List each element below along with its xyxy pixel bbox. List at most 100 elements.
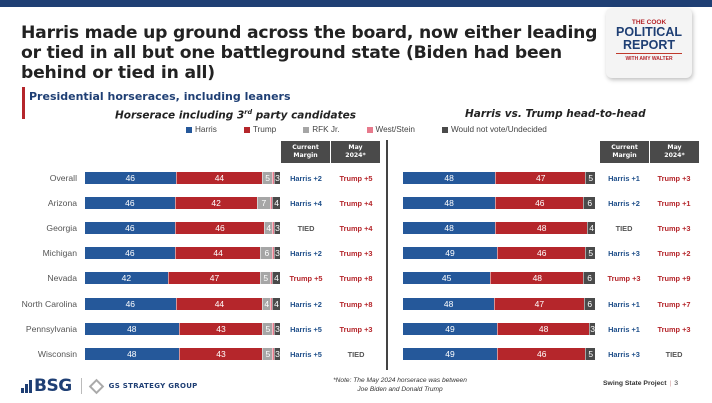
- bar-segment-would-not-vote-undecided: 6: [583, 297, 595, 310]
- bar-segment-would-not-vote-undecided: 3: [274, 347, 280, 360]
- category-label: Arizona: [47, 198, 77, 209]
- current-margin-value: Harris +2: [290, 299, 322, 309]
- bar-segment-would-not-vote-undecided: 6: [583, 272, 595, 285]
- may-2024-margin-value: Trump +3: [657, 324, 691, 334]
- left-stacked-bar: 46 44 5 3: [85, 172, 280, 184]
- legend-item: Harris: [186, 125, 217, 134]
- may-2024-margin-value: Trump +8: [339, 299, 373, 309]
- bar-segment-rfk-jr-: 7: [256, 197, 271, 210]
- legend-item: West/Stein: [366, 125, 415, 134]
- current-margin-value: Harris +2: [290, 174, 322, 183]
- header-line: 2024*: [664, 152, 685, 159]
- bar-segment-trump: 47: [494, 297, 584, 310]
- left-stacked-bar: 42 47 5 4: [85, 272, 280, 285]
- page-footer: Swing State Project | 3: [603, 380, 678, 387]
- bar-segment-rfk-jr-: 5: [262, 347, 273, 360]
- may-2024-margin-value: Trump +1: [657, 199, 691, 209]
- bsg-logo: BSG: [21, 376, 72, 396]
- may-2024-margin-value: Trump +3: [339, 249, 373, 259]
- bar-segment-west-stein: [272, 172, 275, 184]
- bar-segment-rfk-jr-: 6: [260, 247, 273, 260]
- category-label: Wisconsin: [37, 348, 77, 359]
- bar-segment-harris: 48: [403, 297, 495, 310]
- category-label: Michigan: [42, 248, 77, 259]
- current-margin-value: Harris +2: [290, 249, 322, 259]
- top-accent-bar: [0, 0, 712, 7]
- bar-segment-harris: 46: [85, 222, 175, 235]
- left-panel-title-superscript: rd: [244, 108, 253, 116]
- legend-swatch-icon: [243, 126, 250, 133]
- bar-segment-west-stein: [270, 272, 273, 285]
- bar-segment-harris: 45: [403, 272, 491, 285]
- left-panel-title-part-2: party candidates: [252, 109, 356, 122]
- page-number: 3: [674, 380, 678, 387]
- bar-segment-harris: 48: [85, 347, 179, 360]
- bar-segment-would-not-vote-undecided: 5: [585, 172, 595, 184]
- bar-segment-trump: 46: [497, 347, 586, 360]
- may-2024-margin-value: Trump +5: [339, 174, 373, 183]
- right-may-2024-header: May 2024*: [650, 141, 699, 163]
- logo-line-4: WITH AMY WALTER: [625, 56, 673, 62]
- category-label: Pennsylvania: [25, 323, 77, 334]
- current-margin-value: Harris +1: [608, 324, 640, 334]
- legend-item: Would not vote/Undecided: [441, 125, 547, 134]
- legend-swatch-icon: [441, 126, 448, 133]
- footer-separator: |: [669, 380, 672, 387]
- bar-segment-west-stein: [270, 197, 273, 210]
- category-label: North Carolina: [21, 298, 77, 309]
- right-stacked-bar: 48 46 6: [403, 197, 595, 210]
- may-2024-margin-value: Trump +3: [657, 224, 691, 234]
- left-stacked-bar: 46 44 6 3: [85, 247, 280, 260]
- legend: Harris Trump RFK Jr. West/Stein Would not vo…: [186, 125, 574, 134]
- bar-segment-trump: 43: [178, 322, 263, 335]
- project-name: Swing State Project: [603, 380, 667, 387]
- left-stacked-bar: 48 43 5 3: [85, 347, 280, 360]
- left-panel-title-part-1: Horserace including 3: [115, 109, 245, 122]
- bar-segment-would-not-vote-undecided: 4: [272, 272, 280, 285]
- current-margin-value: Harris +4: [290, 199, 322, 209]
- footnote-line-2: Joe Biden and Donald Trump: [357, 386, 443, 393]
- bar-segment-harris: 49: [403, 322, 498, 335]
- left-stacked-bar: 46 44 4 4: [85, 297, 280, 310]
- bsg-bars-icon: [21, 379, 32, 393]
- bar-segment-west-stein: [272, 347, 275, 360]
- left-current-margin-header: Current Margin: [281, 141, 330, 163]
- gs-strategy-group-logo-text: GS STRATEGY GROUP: [108, 382, 198, 390]
- bar-segment-trump: 43: [178, 347, 263, 360]
- bar-segment-harris: 49: [403, 347, 498, 360]
- legend-label: RFK Jr.: [312, 125, 340, 134]
- current-margin-value: Harris +3: [608, 249, 640, 259]
- logo-line-2: POLITICAL: [616, 25, 682, 39]
- left-stacked-bar: 46 42 7 4: [85, 197, 280, 210]
- header-line: May: [667, 144, 682, 151]
- may-2024-margin-value: Trump +7: [657, 299, 691, 309]
- current-margin-value: Harris +1: [608, 299, 640, 309]
- bar-segment-trump: 44: [174, 247, 261, 260]
- legend-label: West/Stein: [375, 125, 415, 134]
- header-line: Margin: [293, 152, 318, 159]
- right-stacked-bar: 49 46 5: [403, 347, 595, 360]
- bar-segment-trump: 48: [490, 272, 584, 285]
- bar-segment-harris: 46: [85, 247, 175, 260]
- may-2024-margin-value: TIED: [347, 349, 365, 359]
- current-margin-value: TIED: [615, 224, 633, 234]
- current-margin-value: Harris +5: [290, 349, 322, 359]
- bar-segment-harris: 42: [85, 272, 168, 285]
- bar-segment-would-not-vote-undecided: 4: [587, 222, 595, 235]
- may-2024-margin-value: TIED: [665, 349, 683, 359]
- bsg-logo-text: BSG: [34, 376, 72, 396]
- bar-segment-harris: 48: [403, 172, 496, 184]
- left-stacked-bar: 48 43 5 3: [85, 322, 280, 335]
- bar-segment-rfk-jr-: 5: [260, 272, 271, 285]
- right-stacked-bar: 48 47 5: [403, 172, 595, 184]
- may-2024-margin-value: Trump +8: [339, 274, 373, 284]
- may-2024-margin-value: Trump +2: [657, 249, 691, 259]
- may-2024-margin-value: Trump +3: [339, 324, 373, 334]
- bar-segment-rfk-jr-: 4: [264, 222, 273, 235]
- legend-item: RFK Jr.: [303, 125, 340, 134]
- category-label: Georgia: [46, 223, 77, 234]
- section-title: Presidential horseraces, including leane…: [29, 90, 291, 103]
- right-stacked-bar: 45 48 6: [403, 272, 595, 285]
- logo-line-1: THE COOK: [631, 19, 667, 26]
- bar-segment-trump: 47: [495, 172, 586, 184]
